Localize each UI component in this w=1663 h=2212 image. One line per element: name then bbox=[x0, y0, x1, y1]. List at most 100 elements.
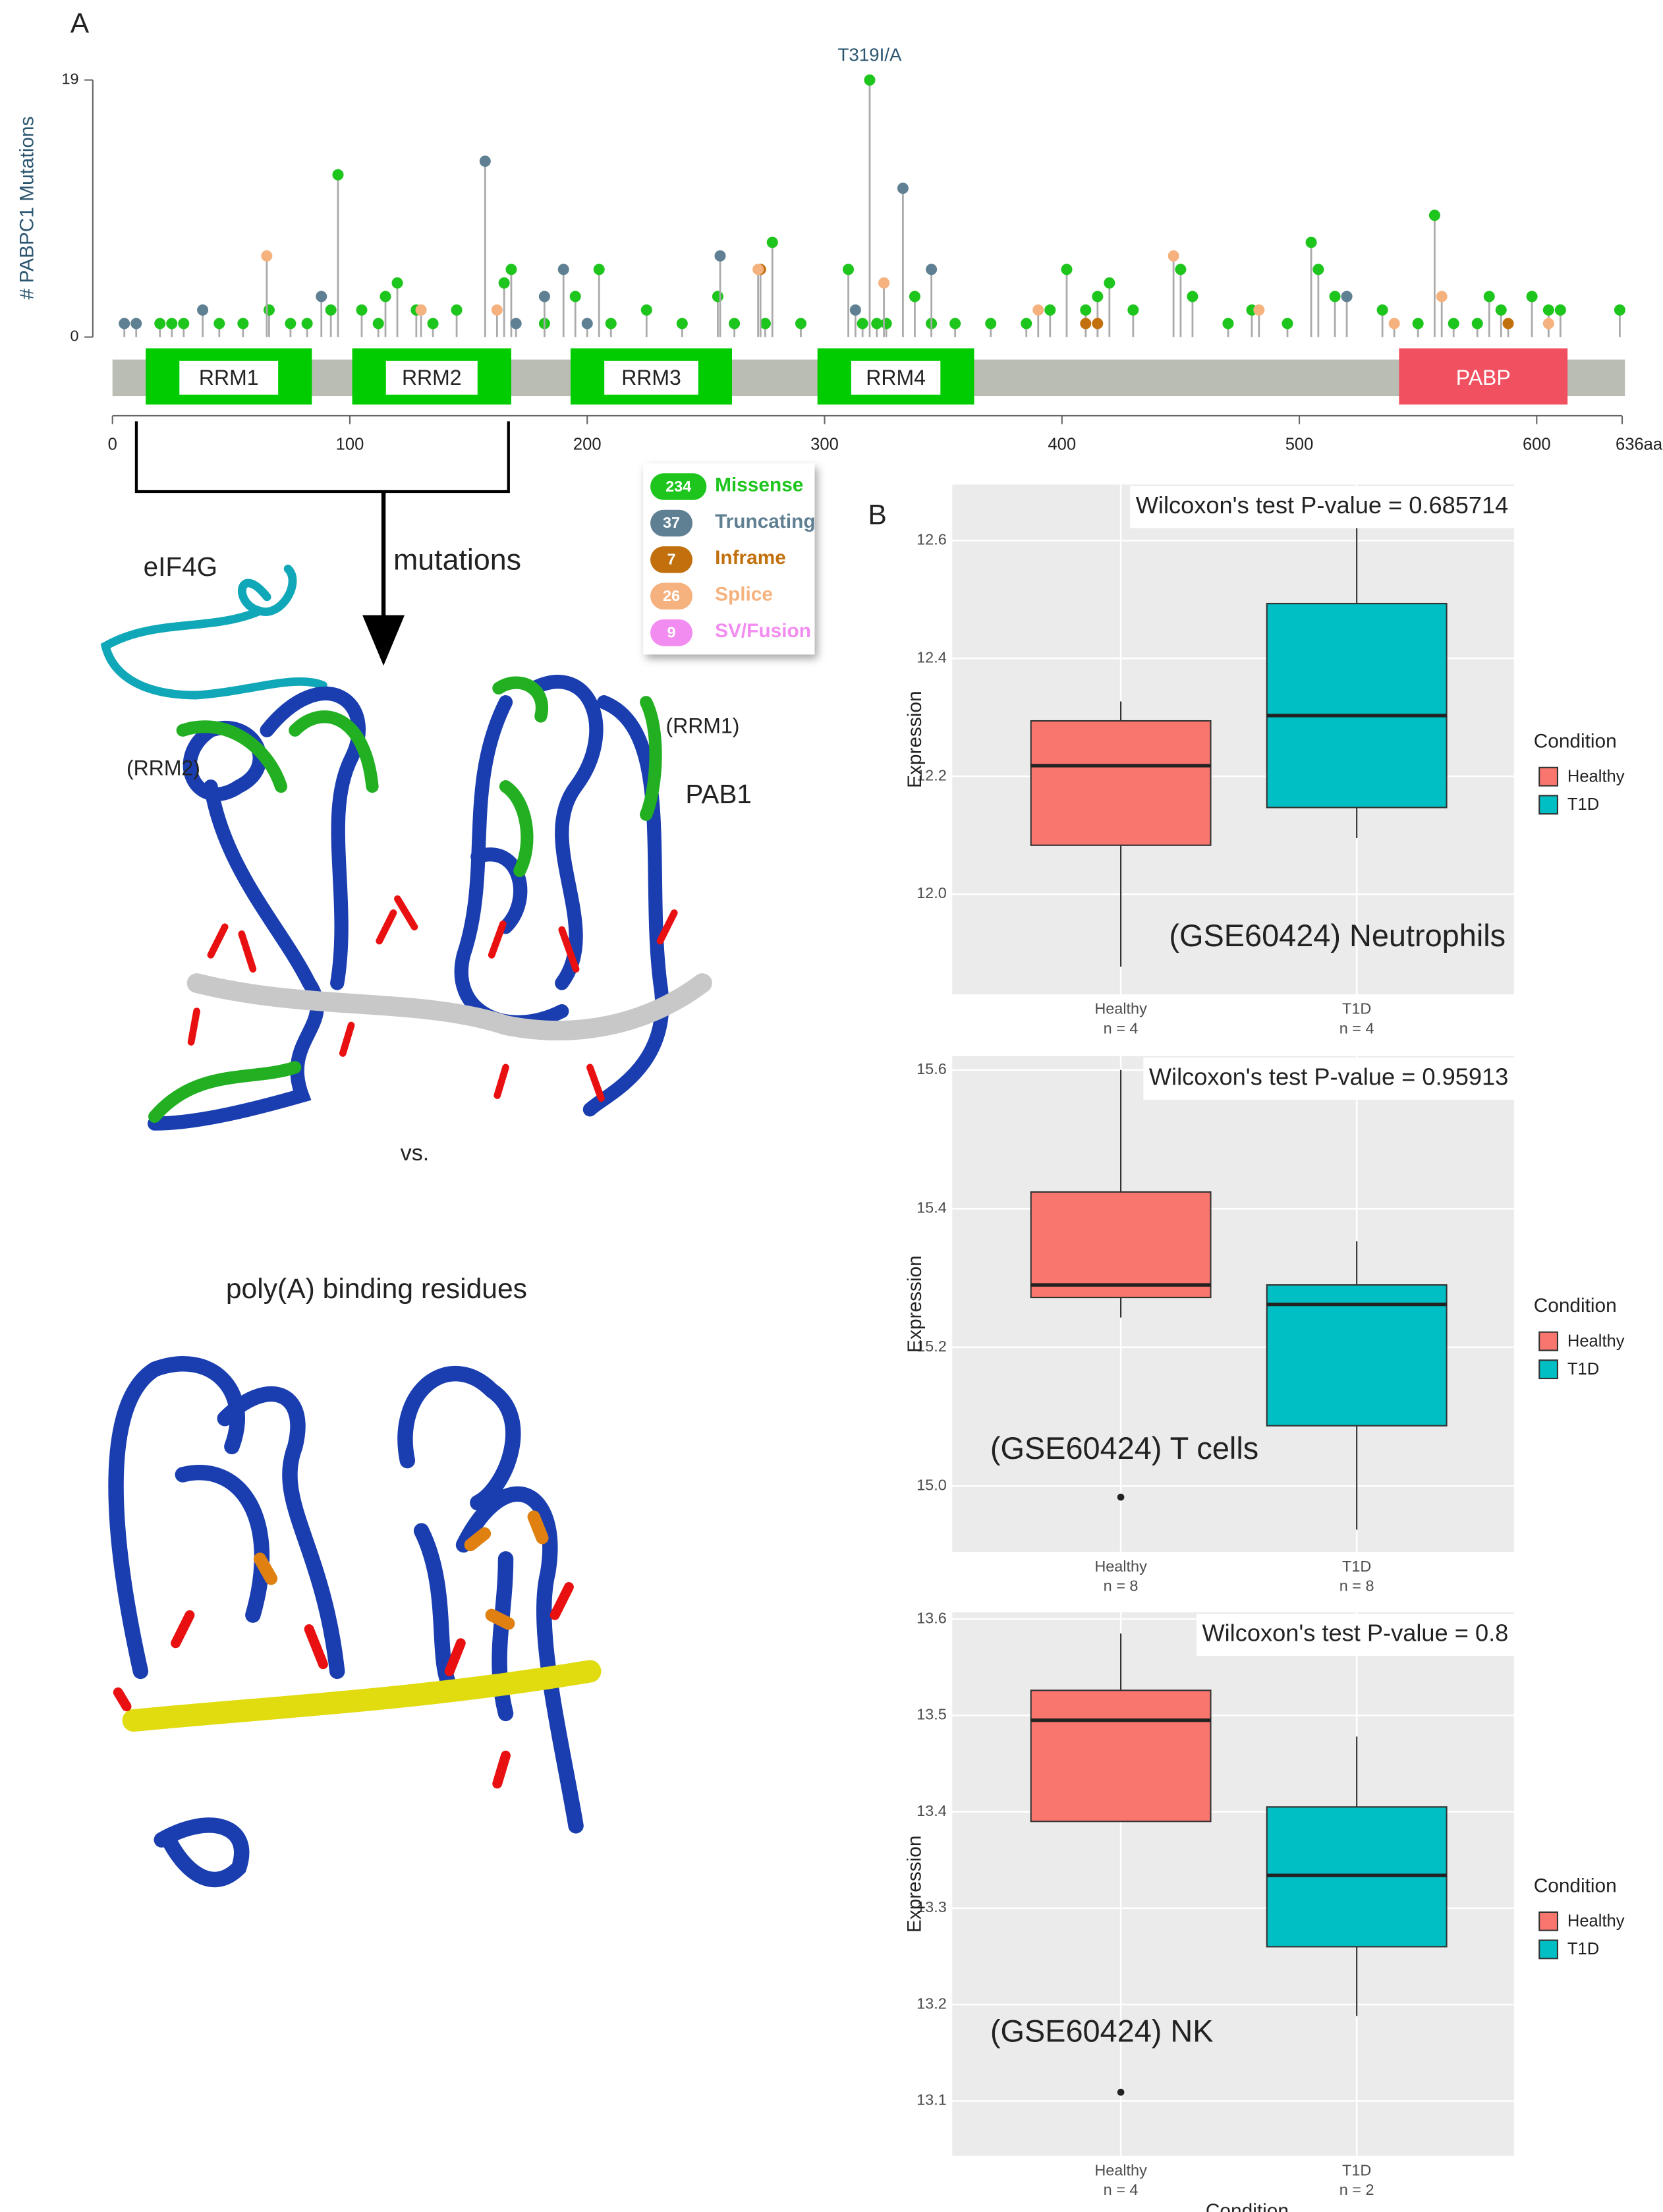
mutation-point bbox=[451, 304, 463, 316]
mutation-point bbox=[479, 156, 491, 167]
y-axis-label: Expression bbox=[904, 691, 926, 788]
y-tick-label: 12.0 bbox=[916, 884, 947, 901]
y-tick-label: 19 bbox=[61, 71, 78, 88]
outlier bbox=[1117, 1493, 1125, 1501]
title-bg bbox=[1196, 1614, 1514, 1656]
domain-label-bg bbox=[851, 360, 941, 395]
mutation-point bbox=[1542, 318, 1554, 329]
legend-pill bbox=[650, 582, 692, 610]
mutation-point bbox=[1554, 304, 1566, 316]
mutation-point bbox=[1526, 291, 1538, 302]
mutation-point bbox=[1222, 318, 1234, 329]
mutation-point bbox=[1127, 304, 1139, 316]
mutation-point bbox=[1448, 318, 1459, 329]
legend-label: Splice bbox=[715, 584, 773, 606]
mutation-point bbox=[1436, 291, 1448, 302]
legend-label: Truncating bbox=[715, 511, 815, 532]
panel-label: A bbox=[70, 8, 90, 40]
mutation-point bbox=[1542, 304, 1554, 316]
mutation-point bbox=[1428, 210, 1440, 221]
mutation-point bbox=[1614, 304, 1625, 316]
mutation-point bbox=[909, 291, 920, 302]
x-tick-label: 200 bbox=[573, 435, 602, 453]
y-tick-label: 13.6 bbox=[916, 1609, 947, 1626]
legend-key bbox=[1538, 766, 1559, 787]
mutation-point bbox=[605, 318, 617, 329]
mutation-point bbox=[1175, 264, 1187, 275]
legend-key bbox=[1538, 1939, 1559, 1960]
box bbox=[1030, 720, 1212, 846]
mutation-point bbox=[263, 304, 275, 316]
domain-label: RRM4 bbox=[866, 366, 926, 389]
mutation-point bbox=[1044, 304, 1056, 316]
panel-label: B bbox=[868, 499, 886, 531]
structure-label: (RRM1) bbox=[665, 714, 739, 738]
mutation-point bbox=[949, 318, 961, 329]
mutation-point bbox=[285, 318, 296, 329]
n-label: n = 8 bbox=[1339, 1577, 1374, 1595]
mutation-point bbox=[316, 291, 327, 302]
mutation-point bbox=[1092, 318, 1104, 329]
outlier bbox=[1117, 2088, 1125, 2096]
mutation-point bbox=[1329, 291, 1341, 302]
mutation-point bbox=[261, 250, 273, 262]
mutation-point bbox=[1032, 304, 1044, 316]
domain-label: RRM1 bbox=[199, 366, 259, 389]
y-tick-label: 15.0 bbox=[916, 1476, 947, 1493]
mutation-point bbox=[871, 318, 883, 329]
arrow-head bbox=[362, 615, 405, 666]
y-axis-label: Expression bbox=[904, 1836, 926, 1933]
mutation-point bbox=[1092, 291, 1104, 302]
domain bbox=[1399, 348, 1568, 405]
y-tick-label: 12.2 bbox=[916, 766, 947, 783]
legend-pill bbox=[650, 546, 692, 573]
y-tick-label: 15.4 bbox=[916, 1199, 947, 1216]
mutation-point bbox=[640, 304, 652, 316]
legend-label: T1D bbox=[1567, 1360, 1599, 1378]
legend-label: SV/Fusion bbox=[715, 620, 811, 642]
mutation-point bbox=[130, 318, 142, 329]
y-tick-label: 13.2 bbox=[916, 1995, 947, 2012]
box bbox=[1030, 1689, 1212, 1823]
n-label: n = 4 bbox=[1104, 2181, 1139, 2198]
mutation-point bbox=[301, 318, 313, 329]
legend-key bbox=[1538, 795, 1559, 815]
legend-key bbox=[1538, 1911, 1559, 1931]
y-tick-label: 12.6 bbox=[916, 531, 947, 548]
y-tick-label: 13.3 bbox=[916, 1898, 947, 1915]
mutation-point bbox=[1312, 264, 1324, 275]
mutation-point bbox=[926, 264, 938, 275]
legend-count: 7 bbox=[667, 551, 675, 568]
y-tick-label: 13.5 bbox=[916, 1706, 947, 1723]
legend-count: 26 bbox=[663, 587, 680, 604]
legend-key bbox=[1538, 1331, 1559, 1351]
x-tick-label: T1D bbox=[1342, 1558, 1371, 1575]
legend-key bbox=[1538, 1359, 1559, 1380]
legend-label: Inframe bbox=[715, 547, 786, 569]
mutation-point bbox=[197, 304, 209, 316]
x-tick-label: Healthy bbox=[1094, 2161, 1147, 2178]
box bbox=[1266, 1284, 1448, 1427]
n-label: n = 8 bbox=[1104, 1577, 1139, 1595]
domain-label-bg bbox=[604, 360, 698, 395]
y-tick-label: 13.4 bbox=[916, 1802, 947, 1819]
mutation-point bbox=[325, 304, 337, 316]
domain-label: RRM2 bbox=[402, 366, 462, 389]
mutation-point bbox=[864, 74, 876, 86]
mutation-point bbox=[491, 304, 503, 316]
mutation-point bbox=[213, 318, 225, 329]
mutation-point bbox=[1080, 318, 1092, 329]
structure-label: (RRM2) bbox=[127, 756, 200, 780]
mutation-point bbox=[372, 318, 384, 329]
legend-count: 9 bbox=[667, 623, 675, 640]
x-tick-label: 500 bbox=[1285, 435, 1314, 453]
mutation-point bbox=[1388, 318, 1400, 329]
legend-label: Missense bbox=[715, 474, 803, 496]
mutation-point bbox=[1104, 277, 1115, 289]
legend-pill bbox=[650, 619, 692, 646]
legend-count: 234 bbox=[665, 478, 691, 495]
domain-label-bg bbox=[385, 360, 478, 395]
mutation-point bbox=[1187, 291, 1198, 302]
mutation-point bbox=[676, 318, 688, 329]
x-tick-label: T1D bbox=[1342, 1000, 1371, 1017]
